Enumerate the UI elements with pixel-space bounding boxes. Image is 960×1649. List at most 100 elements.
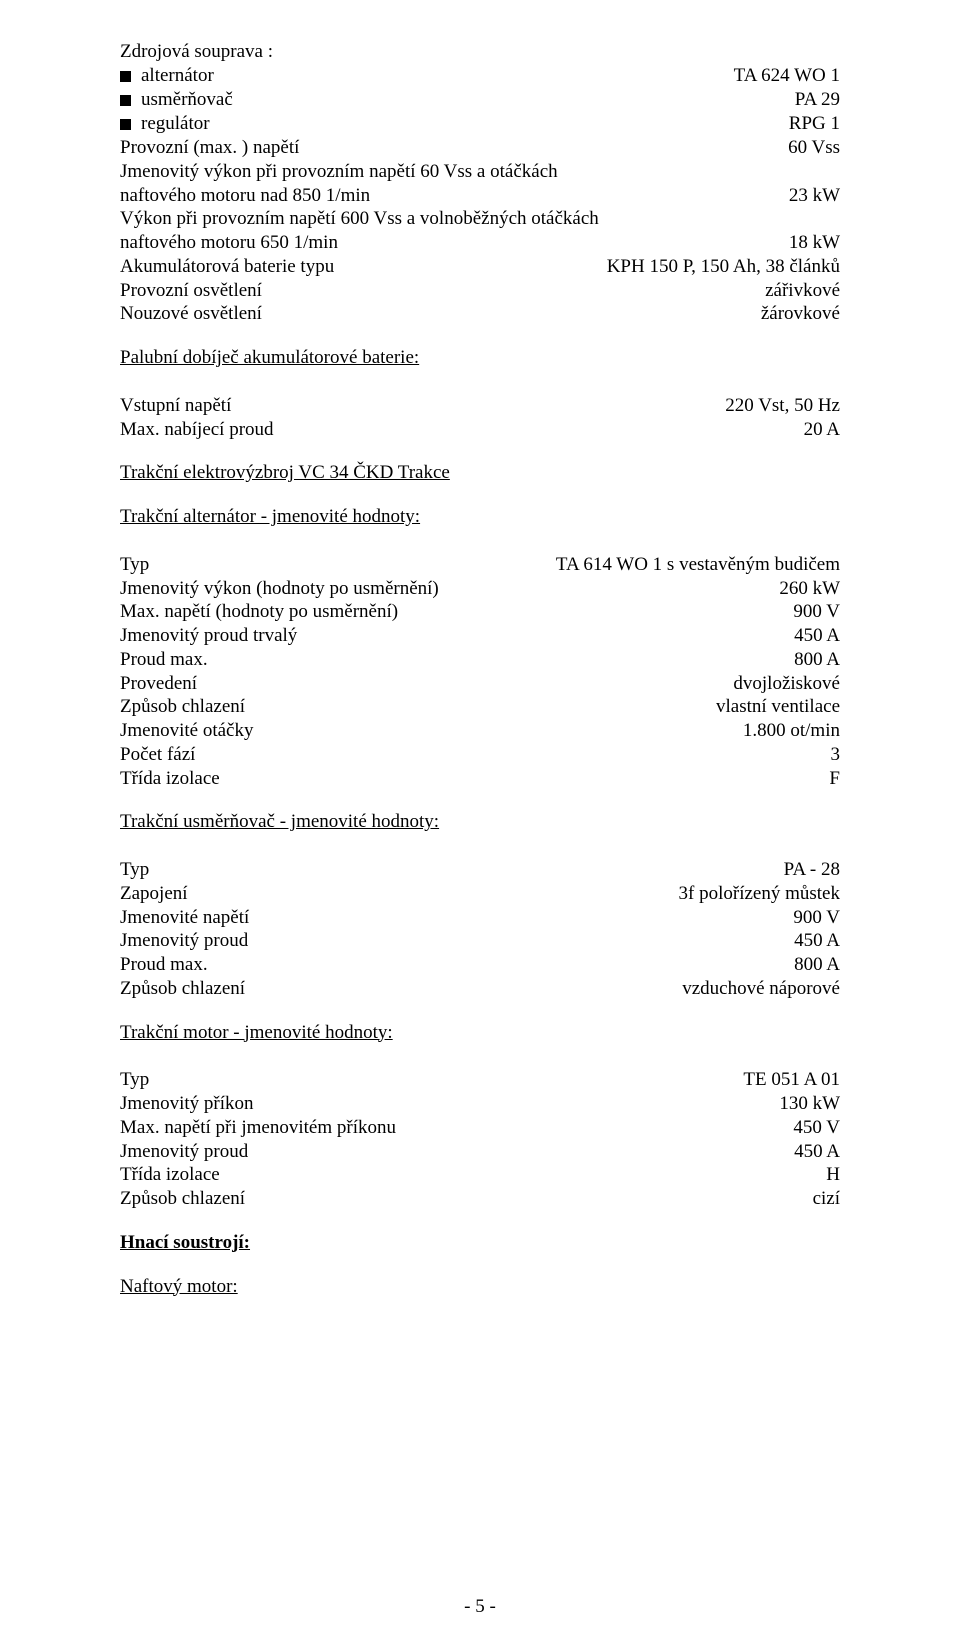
zdrojova-heading: Zdrojová souprava :: [120, 40, 840, 64]
bullet-label: alternátor: [141, 64, 214, 88]
spec-row: Max. nabíjecí proud 20 A: [120, 418, 840, 442]
spec-row: naftového motoru nad 850 1/min 23 kW: [120, 184, 840, 208]
spec-value: vlastní ventilace: [696, 695, 840, 719]
spec-label: Proud max.: [120, 953, 774, 977]
spec-row: Způsob chlazenívzduchové náporové: [120, 977, 840, 1001]
spec-value: 450 V: [773, 1116, 840, 1140]
spec-row: Počet fází3: [120, 743, 840, 767]
spec-label: Nouzové osvětlení: [120, 302, 741, 326]
spec-row: Jmenovitý proud450 A: [120, 929, 840, 953]
spec-row: Zapojení3f polořízený můstek: [120, 882, 840, 906]
spec-value: žárovkové: [741, 302, 840, 326]
spec-row: Jmenovitý výkon při provozním napětí 60 …: [120, 160, 840, 184]
spec-label: Jmenovitý výkon při provozním napětí 60 …: [120, 160, 820, 184]
spec-row: Jmenovité otáčky1.800 ot/min: [120, 719, 840, 743]
bullet-value: RPG 1: [769, 112, 840, 136]
bullet-label: usměrňovač: [141, 88, 233, 112]
square-bullet-icon: [120, 119, 131, 130]
spec-label: Provozní (max. ) napětí: [120, 136, 768, 160]
spec-label: naftového motoru nad 850 1/min: [120, 184, 769, 208]
bullet-item: alternátor TA 624 WO 1: [120, 64, 840, 88]
trakcni-motor-heading: Trakční motor - jmenovité hodnoty:: [120, 1021, 840, 1045]
spec-label: Zapojení: [120, 882, 659, 906]
spec-label: Jmenovitý proud trvalý: [120, 624, 774, 648]
bullet-value: TA 624 WO 1: [714, 64, 840, 88]
spec-value: F: [809, 767, 840, 791]
spec-value: cizí: [793, 1187, 840, 1211]
spec-value: 450 A: [774, 624, 840, 648]
spec-label: Provozní osvětlení: [120, 279, 745, 303]
spec-label: Provedení: [120, 672, 713, 696]
spec-value: KPH 150 P, 150 Ah, 38 článků: [587, 255, 840, 279]
spec-row: Provozní (max. ) napětí 60 Vss: [120, 136, 840, 160]
spec-label: Třída izolace: [120, 1163, 806, 1187]
spec-row: TypPA - 28: [120, 858, 840, 882]
spec-row: Jmenovitý příkon130 kW: [120, 1092, 840, 1116]
spec-label: Jmenovitý příkon: [120, 1092, 759, 1116]
spec-value: 260 kW: [759, 577, 840, 601]
spec-row: Třída izolaceH: [120, 1163, 840, 1187]
spec-value: 3f polořízený můstek: [659, 882, 840, 906]
spec-label: Proud max.: [120, 648, 774, 672]
square-bullet-icon: [120, 95, 131, 106]
spec-label: Jmenovité napětí: [120, 906, 773, 930]
spec-value: 1.800 ot/min: [723, 719, 840, 743]
spec-label: naftového motoru 650 1/min: [120, 231, 769, 255]
spec-row: Jmenovitý proud trvalý450 A: [120, 624, 840, 648]
spec-row: Způsob chlazenívlastní ventilace: [120, 695, 840, 719]
bullet-item: usměrňovač PA 29: [120, 88, 840, 112]
bullet-value: PA 29: [775, 88, 840, 112]
spec-label: Jmenovitý výkon (hodnoty po usměrnění): [120, 577, 759, 601]
spec-label: Max. napětí (hodnoty po usměrnění): [120, 600, 773, 624]
spec-label: Způsob chlazení: [120, 695, 696, 719]
page-number: - 5 -: [0, 1595, 960, 1619]
spec-label: Typ: [120, 858, 764, 882]
spec-row: Max. napětí při jmenovitém příkonu450 V: [120, 1116, 840, 1140]
trakcni-alt-heading: Trakční alternátor - jmenovité hodnoty:: [120, 505, 840, 529]
square-bullet-icon: [120, 71, 131, 82]
spec-label: Typ: [120, 1068, 723, 1092]
spec-value: vzduchové náporové: [662, 977, 840, 1001]
spec-label: Max. nabíjecí proud: [120, 418, 784, 442]
spec-value: 900 V: [773, 906, 840, 930]
spec-label: Počet fází: [120, 743, 811, 767]
spec-label: Akumulátorová baterie typu: [120, 255, 587, 279]
trakcni-vyzbroj-heading: Trakční elektrovýzbroj VC 34 ČKD Trakce: [120, 461, 840, 485]
hnaci-heading: Hnací soustrojí:: [120, 1231, 840, 1255]
spec-label: Typ: [120, 553, 536, 577]
spec-label: Jmenovité otáčky: [120, 719, 723, 743]
spec-label: Jmenovitý proud: [120, 1140, 774, 1164]
spec-row: Nouzové osvětlení žárovkové: [120, 302, 840, 326]
spec-label: Max. napětí při jmenovitém příkonu: [120, 1116, 773, 1140]
spec-row: Třída izolaceF: [120, 767, 840, 791]
spec-label: Způsob chlazení: [120, 977, 662, 1001]
palubni-heading: Palubní dobíječ akumulátorové baterie:: [120, 346, 840, 370]
spec-value: dvojložiskové: [713, 672, 840, 696]
spec-row: TypTE 051 A 01: [120, 1068, 840, 1092]
spec-value: 800 A: [774, 648, 840, 672]
spec-value: TA 614 WO 1 s vestavěným budičem: [536, 553, 840, 577]
spec-row: Proud max.800 A: [120, 648, 840, 672]
bullet-item: regulátor RPG 1: [120, 112, 840, 136]
spec-value: 450 A: [774, 1140, 840, 1164]
spec-value: 18 kW: [769, 231, 840, 255]
spec-row: TypTA 614 WO 1 s vestavěným budičem: [120, 553, 840, 577]
spec-label: Výkon při provozním napětí 600 Vss a vol…: [120, 207, 820, 231]
spec-value: TE 051 A 01: [723, 1068, 840, 1092]
spec-value: 130 kW: [759, 1092, 840, 1116]
spec-row: Proud max.800 A: [120, 953, 840, 977]
spec-value: 20 A: [784, 418, 840, 442]
spec-row: Vstupní napětí 220 Vst, 50 Hz: [120, 394, 840, 418]
spec-row: Jmenovité napětí900 V: [120, 906, 840, 930]
section-heading-row: Zdrojová souprava :: [120, 40, 840, 64]
spec-row: Jmenovitý proud450 A: [120, 1140, 840, 1164]
spec-row: Způsob chlazenícizí: [120, 1187, 840, 1211]
spec-row: Provedenídvojložiskové: [120, 672, 840, 696]
spec-value: 450 A: [774, 929, 840, 953]
spec-row: Max. napětí (hodnoty po usměrnění)900 V: [120, 600, 840, 624]
spec-row: naftového motoru 650 1/min 18 kW: [120, 231, 840, 255]
spec-value: 3: [811, 743, 841, 767]
spec-value: 220 Vst, 50 Hz: [705, 394, 840, 418]
spec-value: 60 Vss: [768, 136, 840, 160]
spec-row: Provozní osvětlení zářivkové: [120, 279, 840, 303]
